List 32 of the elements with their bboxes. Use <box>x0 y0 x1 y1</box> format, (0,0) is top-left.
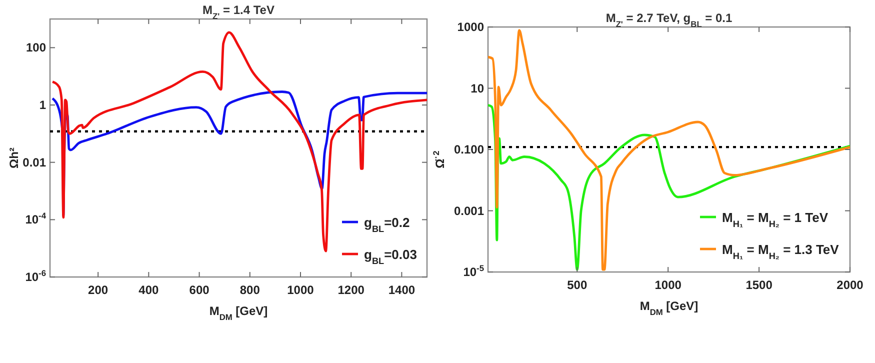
y-tick-label: 0.100 <box>454 142 484 156</box>
y-tick-label: 0.01 <box>22 155 46 170</box>
x-tick-label: 1200 <box>338 283 365 297</box>
legend-label: M$_{H₁}$ = M$_{H₂}$ = 1 TeV <box>722 210 828 229</box>
x-tick-label: 1000 <box>654 278 682 292</box>
y-tick-label: 0.001 <box>454 204 484 218</box>
legend-label: g$_{BL}$=0.03 <box>364 247 417 266</box>
x-tick-label: 800 <box>240 283 260 297</box>
y-tick-label: 1 <box>39 98 46 112</box>
x-tick-label: 2000 <box>836 278 864 292</box>
line-series <box>488 29 850 271</box>
x-axis-title: M$_{DM}$ [GeV] <box>640 299 698 317</box>
y-tick-label: 10$^{-6}$ <box>25 268 46 284</box>
chart-title: M$_{Z'}$ = 2.7 TeV, g$_{BL}$ = 0.1 <box>606 11 733 29</box>
x-tick-label: 200 <box>88 283 108 297</box>
y-tick-label: 10 <box>470 81 484 96</box>
y-axis-title: Ωh² <box>7 148 21 168</box>
x-tick-label: 600 <box>189 283 210 297</box>
y-tick-label: 100 <box>26 40 46 55</box>
x-tick-label: 1000 <box>287 283 314 297</box>
legend-label: M$_{H₁}$ = M$_{H₂}$ = 1.3 TeV <box>722 242 840 261</box>
x-tick-label: 1500 <box>746 278 773 292</box>
x-tick-label: 500 <box>567 278 588 292</box>
y-tick-label: 10$^{-4}$ <box>25 210 46 227</box>
y-tick-label: 10$^{-5}$ <box>463 263 484 279</box>
chart-title: M$_{Z'}$ = 1.4 TeV <box>202 3 274 21</box>
line-series <box>488 104 850 271</box>
x-tick-label: 1400 <box>388 283 416 297</box>
legend-label: g$_{BL}$=0.2 <box>364 215 410 234</box>
x-axis-title: M$_{DM}$ [GeV] <box>209 304 268 322</box>
y-tick-label: 1000 <box>457 20 484 34</box>
x-tick-label: 400 <box>138 283 160 297</box>
